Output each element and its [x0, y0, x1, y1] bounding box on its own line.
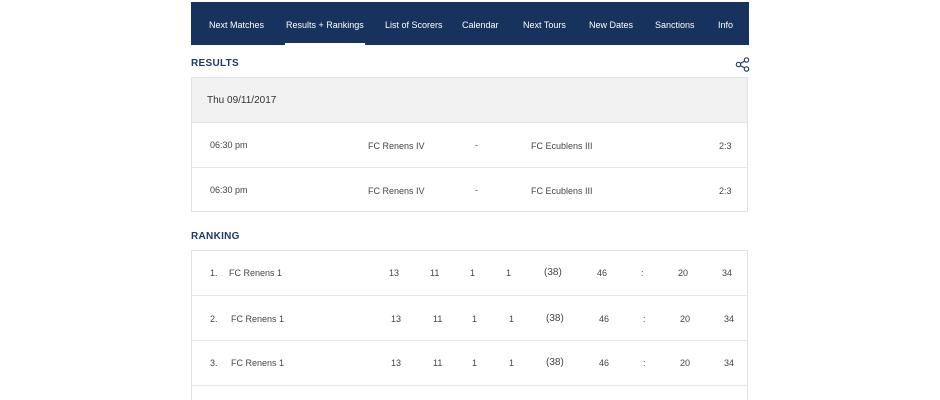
results-title: RESULTS	[191, 58, 240, 69]
rank-played: 13	[391, 358, 402, 368]
rank-position: 1.	[210, 268, 218, 278]
rank-team: FC Renens 1	[231, 358, 285, 368]
rank-goals-for: 46	[599, 314, 610, 324]
rank-drawn: 1	[470, 268, 476, 278]
nav-tab-results-rankings[interactable]: Results + Rankings	[285, 2, 365, 45]
results-date: Thu 09/11/2017	[207, 95, 277, 106]
nav-tab-calendar[interactable]: Calendar	[462, 20, 499, 30]
match-home-team: FC Renens IV	[368, 186, 425, 196]
nav-tab-info[interactable]: Info	[718, 20, 734, 30]
match-away-team: FC Ecublens III	[531, 186, 593, 196]
nav-tab-new-dates[interactable]: New Dates	[589, 20, 634, 30]
match-row[interactable]: 06:30 pm FC Renens IV - FC Ecublens III …	[192, 123, 747, 168]
match-score: 2:3	[719, 186, 732, 196]
results-table: Thu 09/11/2017 06:30 pm FC Renens IV - F…	[191, 77, 748, 212]
match-separator: -	[475, 140, 478, 150]
rank-goals-for: 46	[597, 268, 608, 278]
ranking-row[interactable]: 1. FC Renens 1 13 11 1 1 (38) 46 : 20 34	[192, 251, 747, 296]
ranking-row[interactable]: 3. FC Renens 1 13 11 1 1 (38) 46 : 20 34	[192, 341, 747, 386]
match-home-team: FC Renens IV	[368, 141, 425, 151]
results-date-header: Thu 09/11/2017	[192, 78, 747, 123]
rank-team: FC Renens 1	[231, 314, 285, 324]
rank-goals-for: 46	[599, 358, 610, 368]
ranking-table: 1. FC Renens 1 13 11 1 1 (38) 46 : 20 34…	[191, 250, 748, 400]
rank-goals-colon: :	[641, 268, 644, 278]
nav-tab-next-tours[interactable]: Next Tours	[523, 20, 566, 30]
nav-tab-next-matches[interactable]: Next Matches	[209, 20, 265, 30]
rank-won: 11	[433, 314, 443, 324]
rank-lost: 1	[509, 358, 515, 368]
nav-tab-sanctions[interactable]: Sanctions	[655, 20, 695, 30]
match-time: 06:30 pm	[210, 185, 248, 195]
ranking-row[interactable]: 2. FC Renens 1 13 11 1 1 (38) 46 : 20 34	[192, 296, 747, 341]
match-row[interactable]: 06:30 pm FC Renens IV - FC Ecublens III …	[192, 168, 747, 213]
rank-goals-colon: :	[643, 314, 646, 324]
rank-played: 13	[389, 268, 400, 278]
rank-lost: 1	[509, 314, 515, 324]
rank-position: 2.	[210, 314, 218, 324]
rank-points: 34	[724, 358, 735, 368]
rank-team: FC Renens 1	[229, 268, 283, 278]
rank-goals-colon: :	[643, 358, 646, 368]
match-away-team: FC Ecublens III	[531, 141, 593, 151]
rank-won: 11	[430, 268, 440, 278]
rank-played: 13	[391, 314, 402, 324]
match-score: 2:3	[719, 141, 732, 151]
rank-points-bracket: (38)	[546, 357, 564, 368]
rank-goals-against: 20	[678, 268, 689, 278]
rank-goals-against: 20	[680, 314, 691, 324]
rank-drawn: 1	[472, 314, 478, 324]
ranking-title: RANKING	[191, 231, 240, 242]
rank-points: 34	[724, 314, 735, 324]
match-separator: -	[475, 185, 478, 195]
rank-drawn: 1	[472, 358, 478, 368]
share-icon[interactable]	[735, 57, 750, 72]
nav-tab-list-of-scorers[interactable]: List of Scorers	[385, 20, 443, 30]
rank-position: 3.	[210, 358, 218, 368]
rank-points: 34	[722, 268, 733, 278]
rank-lost: 1	[506, 268, 512, 278]
rank-goals-against: 20	[680, 358, 691, 368]
rank-points-bracket: (38)	[544, 267, 562, 278]
top-nav: Next Matches Results + Rankings List of …	[191, 2, 749, 45]
match-time: 06:30 pm	[210, 140, 248, 150]
rank-points-bracket: (38)	[546, 313, 564, 324]
rank-won: 11	[433, 358, 443, 368]
